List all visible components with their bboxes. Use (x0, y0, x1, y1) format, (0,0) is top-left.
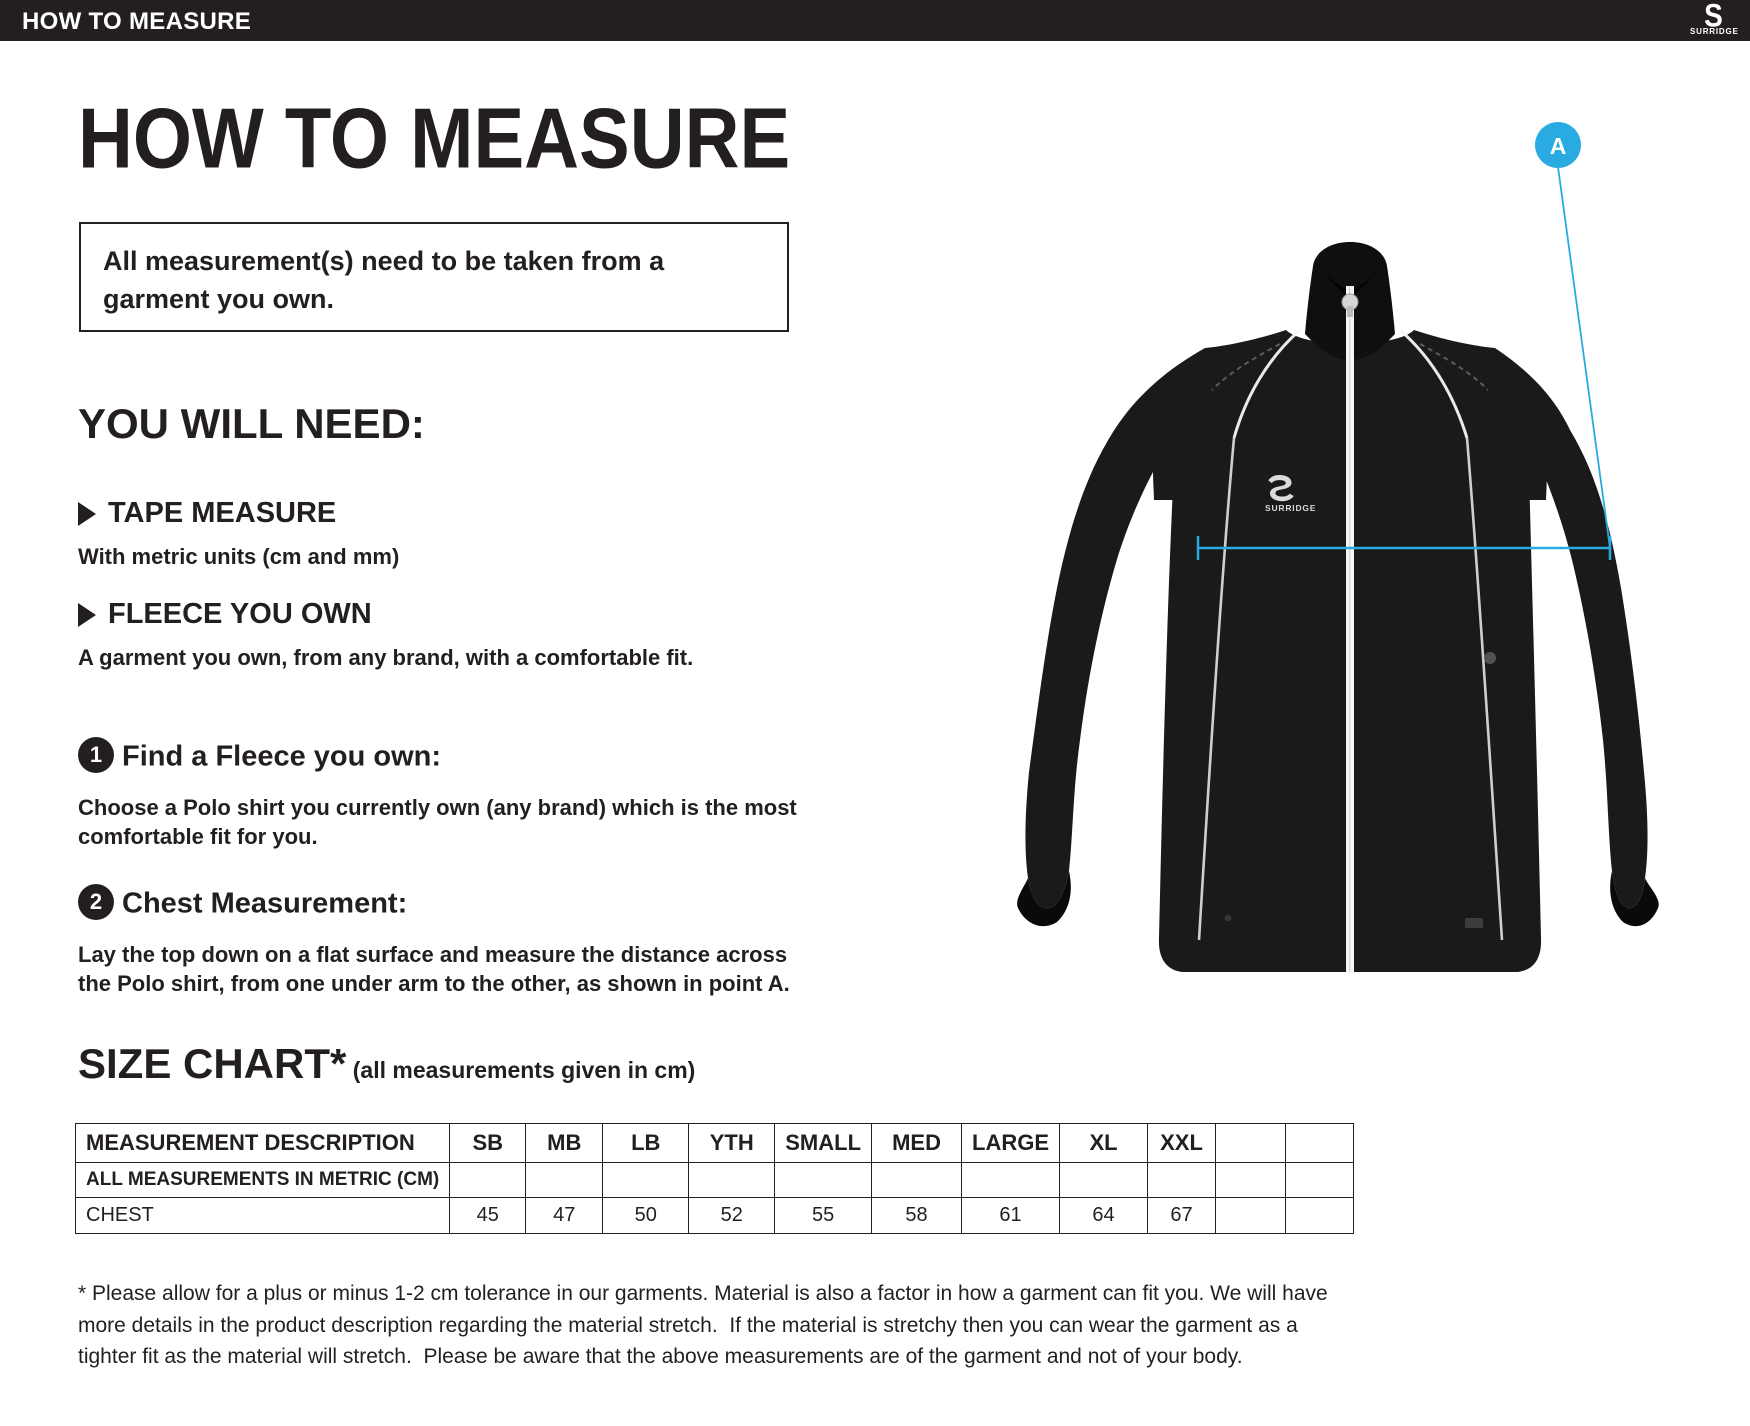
svg-text:SURRIDGE: SURRIDGE (1265, 503, 1316, 513)
svg-text:A: A (1550, 133, 1567, 159)
